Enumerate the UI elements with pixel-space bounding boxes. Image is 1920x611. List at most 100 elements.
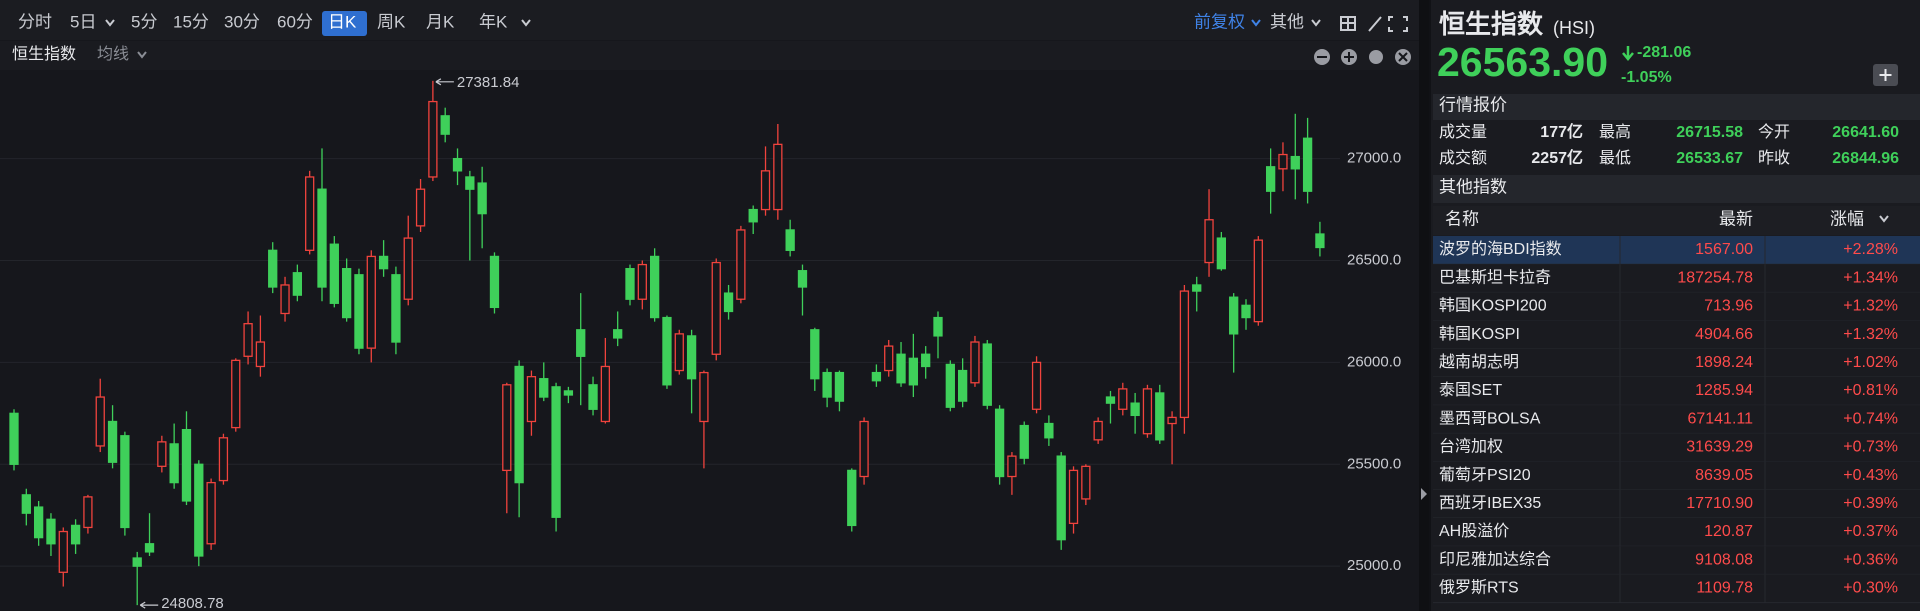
index-last: 1898.24	[1695, 354, 1753, 371]
table-row[interactable]	[1433, 574, 1920, 603]
index-last: 120.87	[1704, 523, 1753, 540]
candle-body	[132, 557, 142, 567]
table-row[interactable]	[1433, 546, 1920, 575]
candle-body	[699, 371, 709, 423]
table-row[interactable]	[1433, 320, 1920, 349]
index-name: 台湾加权	[1439, 438, 1503, 456]
period[interactable]: 周K	[377, 12, 406, 31]
candle-body	[1031, 361, 1042, 410]
table-row[interactable]	[1433, 292, 1920, 321]
table-row[interactable]	[1433, 264, 1920, 293]
table-row[interactable]	[1433, 518, 1920, 547]
period[interactable]: 5分	[131, 12, 157, 31]
control-glyphs	[1317, 52, 1408, 62]
candle-body	[391, 274, 401, 343]
dropdown-icon[interactable]	[1311, 19, 1321, 27]
table-row[interactable]	[1433, 236, 1920, 265]
active-period[interactable]	[322, 11, 367, 36]
candle-body	[1056, 455, 1066, 541]
candle-body	[1044, 422, 1054, 439]
candle-body	[514, 365, 524, 484]
plus-icon	[1879, 69, 1892, 81]
candle-body	[834, 371, 845, 402]
index-name: 波罗的海BDI指数	[1439, 240, 1562, 258]
candle-body	[354, 274, 364, 349]
period[interactable]: 60分	[277, 12, 313, 31]
dropdown-icon[interactable]	[105, 19, 115, 27]
y-tick-label: 25500.0	[1347, 455, 1401, 472]
dropdown-icon[interactable]	[137, 51, 147, 59]
candle-body	[748, 208, 758, 223]
table-row[interactable]	[1433, 461, 1920, 490]
candle-body	[662, 316, 672, 386]
candle-body	[440, 115, 450, 135]
candle-body	[1216, 237, 1227, 270]
index-last: 187254.78	[1677, 269, 1753, 286]
plot	[0, 78, 1340, 609]
candle-body	[1315, 233, 1325, 249]
index-change: +2.28%	[1843, 241, 1898, 258]
index-last: 67141.11	[1687, 410, 1753, 427]
candle-body	[107, 420, 118, 463]
toolbar-icons[interactable]	[1340, 16, 1408, 32]
candle-body	[637, 263, 647, 300]
chart-header-bg	[0, 41, 1420, 70]
table-row[interactable]	[1433, 405, 1920, 434]
candle-body	[181, 428, 192, 502]
dropdown-icon[interactable]	[1251, 19, 1261, 27]
table-row[interactable]	[1433, 377, 1920, 406]
candle-body	[268, 249, 278, 288]
period[interactable]: 分时	[18, 12, 52, 31]
adjust-menu[interactable]: 前复权	[1194, 12, 1245, 31]
candle-body	[1142, 388, 1153, 435]
period[interactable]: 30分	[224, 12, 260, 31]
section-bg	[1433, 94, 1920, 120]
stat-value: 26715.58	[1676, 124, 1743, 141]
candle-body	[686, 335, 697, 380]
candle-body	[1265, 166, 1276, 192]
table-row[interactable]	[1433, 348, 1920, 377]
section-title: 行情报价	[1439, 95, 1507, 114]
candle-body	[1167, 416, 1177, 425]
index-change: +0.37%	[1843, 523, 1898, 540]
candle-body	[231, 359, 241, 429]
candle-body	[194, 463, 204, 557]
index-last: 8639.05	[1695, 467, 1753, 484]
stat-value: 2257亿	[1531, 148, 1583, 167]
period[interactable]: 月K	[426, 12, 455, 31]
index-change: +0.81%	[1843, 382, 1898, 399]
table-row[interactable]	[1433, 433, 1920, 462]
candle-body	[847, 469, 857, 527]
index-name: 韩国KOSPI	[1439, 325, 1520, 343]
period[interactable]: 年K	[479, 12, 508, 31]
other-menu[interactable]: 其他	[1270, 12, 1304, 31]
candle-body	[1204, 219, 1214, 264]
candle-body	[428, 100, 438, 178]
change: -281.06	[1637, 44, 1691, 61]
section-title: 其他指数	[1439, 177, 1507, 196]
candle-body	[810, 329, 820, 380]
candle-body	[292, 272, 303, 296]
candle-body	[945, 363, 955, 408]
stat-label: 最高	[1599, 123, 1631, 141]
candle-body	[1253, 239, 1263, 323]
index-change: +1.32%	[1843, 298, 1898, 315]
index-name: 印尼雅加达综合	[1439, 550, 1551, 568]
collapse-arrow[interactable]	[1421, 488, 1427, 500]
index-last: 31639.29	[1686, 439, 1753, 456]
candle-body	[723, 292, 734, 313]
table-row[interactable]	[1433, 489, 1920, 518]
y-tick-label: 26500.0	[1347, 251, 1401, 268]
candle-body	[921, 353, 931, 368]
candle-body	[1229, 296, 1239, 335]
stat-label: 昨收	[1758, 149, 1790, 167]
sort-icon[interactable]	[1879, 215, 1889, 223]
period[interactable]: 5日	[70, 12, 96, 31]
dropdown-icon[interactable]	[521, 19, 531, 27]
period[interactable]: 日K	[328, 12, 357, 31]
candle-body	[9, 412, 19, 465]
index-name: 泰国SET	[1439, 381, 1502, 399]
ma-menu[interactable]: 均线	[97, 45, 129, 63]
period[interactable]: 15分	[173, 12, 209, 31]
candle-body	[526, 376, 537, 423]
